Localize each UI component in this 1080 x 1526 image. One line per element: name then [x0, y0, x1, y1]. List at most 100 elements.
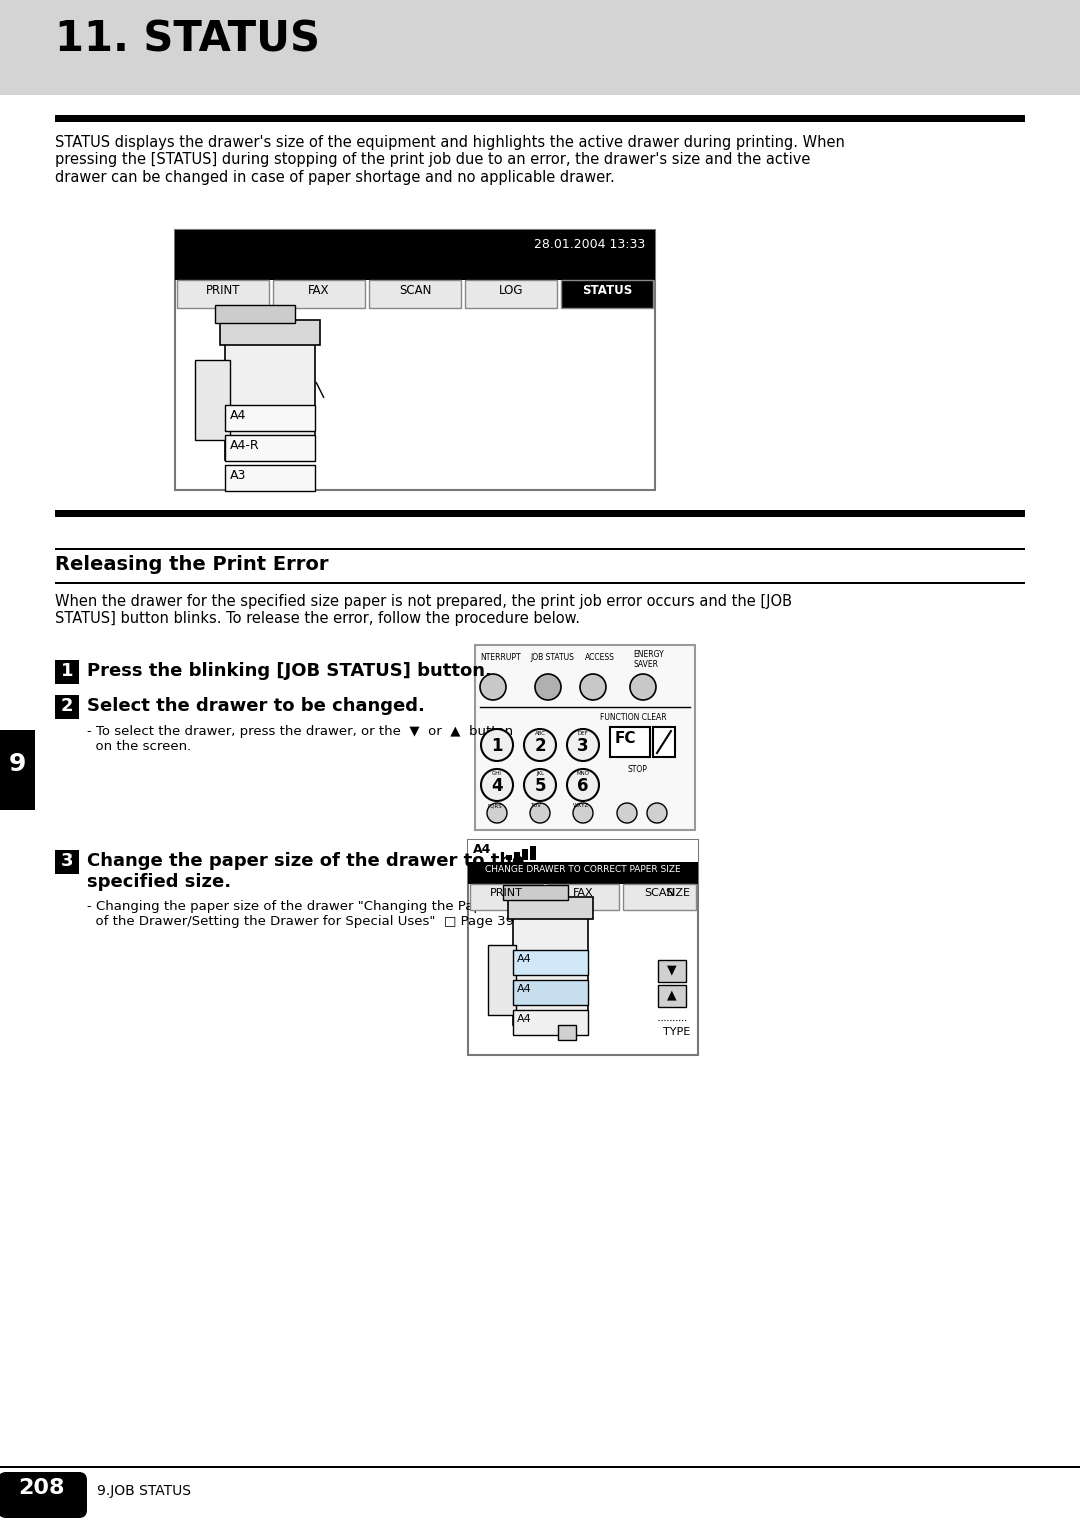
Text: A4: A4	[473, 842, 491, 856]
Circle shape	[573, 803, 593, 823]
Text: 1: 1	[491, 737, 503, 755]
Text: JKL: JKL	[536, 771, 544, 777]
Bar	[513, 980, 588, 1006]
Text: SCAN: SCAN	[645, 888, 675, 897]
Text: ▲: ▲	[667, 987, 677, 1001]
Text: LOG: LOG	[499, 284, 523, 298]
Circle shape	[567, 769, 599, 801]
Bar	[513, 951, 588, 975]
Bar	[558, 1025, 576, 1041]
Text: A4: A4	[517, 954, 531, 964]
Text: 9: 9	[9, 752, 26, 777]
Bar	[508, 897, 593, 919]
Bar	[55, 850, 79, 874]
Bar	[488, 945, 516, 1015]
Bar	[468, 862, 698, 884]
Text: ENERGY
SAVER: ENERGY SAVER	[633, 650, 664, 670]
Text: 28.01.2004 13:33: 28.01.2004 13:33	[534, 238, 645, 250]
Bar	[0, 1466, 1080, 1526]
Text: 6: 6	[577, 777, 589, 795]
Text: Releasing the Print Error: Releasing the Print Error	[55, 555, 328, 574]
Circle shape	[647, 803, 667, 823]
Bar	[369, 279, 461, 308]
Bar	[522, 848, 528, 861]
Text: 5: 5	[535, 777, 545, 795]
Bar	[610, 726, 650, 757]
Bar	[0, 729, 35, 810]
Bar	[0, 1474, 85, 1515]
Text: TYPE: TYPE	[663, 1027, 690, 1038]
Circle shape	[524, 769, 556, 801]
Text: ACCESS: ACCESS	[585, 653, 615, 662]
Bar	[514, 852, 519, 861]
Circle shape	[524, 729, 556, 761]
Bar	[468, 839, 698, 862]
Text: 3: 3	[60, 852, 73, 870]
Bar	[507, 855, 512, 861]
Text: A3: A3	[230, 468, 246, 482]
Bar	[225, 330, 315, 459]
Text: NTERRUPT: NTERRUPT	[480, 653, 521, 662]
Text: PQRS: PQRS	[487, 803, 502, 807]
Text: MNO: MNO	[577, 771, 590, 777]
Bar	[658, 960, 686, 983]
Text: Change the paper size of the drawer to the
specified size.: Change the paper size of the drawer to t…	[87, 852, 525, 891]
Bar	[177, 279, 269, 308]
Text: PRINT: PRINT	[206, 284, 240, 298]
Bar	[55, 661, 79, 684]
Bar	[468, 839, 698, 1054]
Bar	[513, 1010, 588, 1035]
Bar	[195, 360, 230, 439]
Text: Press the blinking [JOB STATUS] button.: Press the blinking [JOB STATUS] button.	[87, 662, 491, 681]
Text: 1: 1	[60, 662, 73, 681]
Circle shape	[480, 674, 507, 700]
Bar	[465, 279, 557, 308]
Bar	[623, 884, 696, 909]
Circle shape	[617, 803, 637, 823]
Text: - To select the drawer, press the drawer, or the  ▼  or  ▲  button
  on the scre: - To select the drawer, press the drawer…	[87, 725, 513, 752]
Text: SIZE: SIZE	[665, 888, 690, 897]
FancyBboxPatch shape	[0, 1473, 87, 1518]
Text: PRINT: PRINT	[490, 888, 523, 897]
Bar	[546, 884, 619, 909]
Text: 2: 2	[60, 697, 73, 716]
Text: FAX: FAX	[572, 888, 593, 897]
Circle shape	[481, 729, 513, 761]
Bar	[175, 230, 654, 279]
Bar	[475, 645, 696, 830]
Circle shape	[487, 803, 507, 823]
Text: 4: 4	[491, 777, 503, 795]
Circle shape	[535, 674, 561, 700]
Bar	[225, 404, 315, 430]
Circle shape	[567, 729, 599, 761]
Text: WXYZ: WXYZ	[573, 803, 590, 807]
Text: TUV: TUV	[530, 803, 541, 807]
Circle shape	[481, 769, 513, 801]
Bar	[55, 510, 1025, 517]
Text: FAX: FAX	[308, 284, 329, 298]
Text: A4: A4	[517, 1013, 531, 1024]
Bar	[220, 320, 320, 345]
Bar	[658, 984, 686, 1007]
Text: A4: A4	[230, 409, 246, 423]
Bar	[55, 581, 1025, 584]
Text: STATUS: STATUS	[582, 284, 632, 298]
Bar	[225, 435, 315, 461]
Text: When the drawer for the specified size paper is not prepared, the print job erro: When the drawer for the specified size p…	[55, 594, 792, 626]
Bar	[0, 1466, 1080, 1468]
Text: FC: FC	[615, 731, 636, 746]
Text: JOB STATUS: JOB STATUS	[530, 653, 573, 662]
Text: - Changing the paper size of the drawer "Changing the Paper Size
  of the Drawer: - Changing the paper size of the drawer …	[87, 900, 527, 928]
Text: CHANGE DRAWER TO CORRECT PAPER SIZE: CHANGE DRAWER TO CORRECT PAPER SIZE	[485, 865, 680, 874]
Text: 9.JOB STATUS: 9.JOB STATUS	[97, 1483, 191, 1499]
Text: 11. STATUS: 11. STATUS	[55, 18, 320, 60]
Text: DEF: DEF	[578, 731, 589, 736]
Text: 3: 3	[577, 737, 589, 755]
Text: FUNCTION CLEAR: FUNCTION CLEAR	[600, 713, 666, 722]
Circle shape	[630, 674, 656, 700]
Text: STATUS displays the drawer's size of the equipment and highlights the active dra: STATUS displays the drawer's size of the…	[55, 134, 845, 185]
Bar	[653, 726, 675, 757]
Bar	[513, 916, 588, 1025]
Circle shape	[530, 803, 550, 823]
Bar	[530, 845, 536, 861]
